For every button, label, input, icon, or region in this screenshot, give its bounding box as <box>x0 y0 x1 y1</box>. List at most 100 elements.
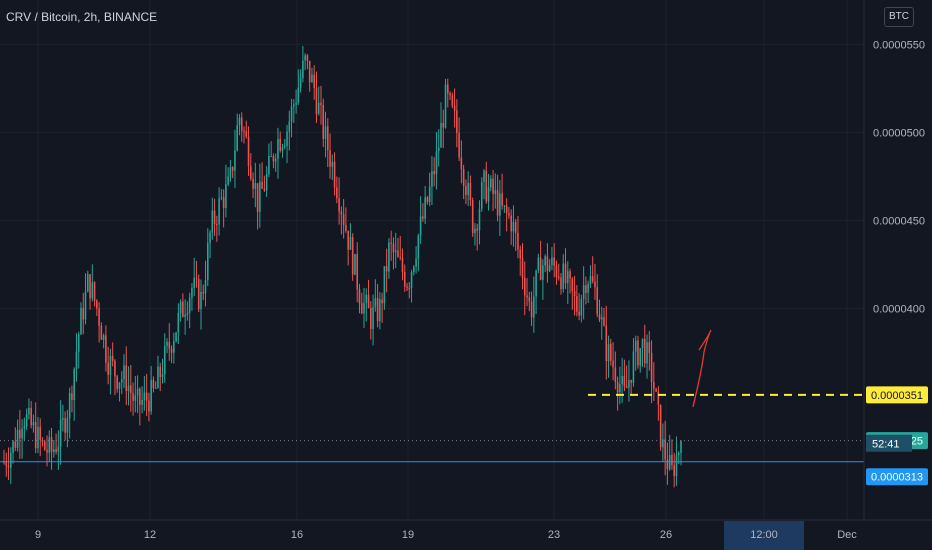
candle-body <box>308 60 311 83</box>
candle <box>496 174 499 222</box>
candle <box>383 266 386 310</box>
candle-body <box>222 197 225 208</box>
candle-body <box>388 242 390 272</box>
candle-body <box>383 266 386 304</box>
candle-body <box>467 182 469 196</box>
candle-body <box>442 123 445 128</box>
currency-button[interactable]: BTC <box>884 7 914 27</box>
candle-body <box>530 301 533 318</box>
candle <box>374 279 377 312</box>
candle-body <box>89 274 91 299</box>
candle-body <box>234 150 236 171</box>
candle-body <box>385 266 388 272</box>
candle <box>227 167 229 187</box>
hand-drawn-arrow <box>692 329 712 408</box>
candle-body <box>655 388 657 392</box>
candle-body <box>456 110 458 133</box>
candle-body <box>417 235 420 259</box>
candle-body <box>494 190 497 194</box>
candle <box>123 354 125 389</box>
candle <box>358 283 361 314</box>
candle <box>598 299 601 323</box>
candle <box>141 386 143 414</box>
candle <box>96 299 98 316</box>
candle <box>560 272 562 295</box>
candle-body <box>666 459 669 470</box>
candle-body <box>7 466 10 468</box>
candle-body <box>64 418 66 433</box>
candle <box>77 331 80 369</box>
candle <box>453 88 456 128</box>
candle-body <box>118 382 121 389</box>
candle <box>544 254 546 273</box>
candle-body <box>179 301 182 313</box>
candle <box>340 206 343 235</box>
candle-body <box>206 243 209 281</box>
candle <box>247 126 250 176</box>
candle <box>229 159 232 182</box>
candle-body <box>243 130 245 132</box>
time-cursor-highlight <box>724 521 804 550</box>
candle <box>308 60 311 92</box>
candle <box>385 248 388 293</box>
candle <box>5 452 8 477</box>
candle-body <box>607 343 610 362</box>
candle <box>456 99 458 148</box>
candle <box>272 153 275 169</box>
candle-body <box>252 178 254 189</box>
candle <box>336 176 338 204</box>
candle-body <box>225 184 227 208</box>
candle <box>426 195 429 205</box>
candle-body <box>91 282 94 299</box>
candle <box>562 254 565 293</box>
candle-body <box>374 298 377 307</box>
candle <box>490 175 492 192</box>
candle <box>143 375 146 411</box>
candle-body <box>41 440 44 442</box>
candle-body <box>510 215 512 232</box>
candle-body <box>145 392 148 401</box>
candle <box>163 333 166 383</box>
candle <box>261 162 263 190</box>
candle <box>82 292 85 335</box>
candle <box>643 324 646 368</box>
candle-body <box>483 170 485 182</box>
candle-body <box>580 299 583 316</box>
candle-body <box>474 228 476 234</box>
candle <box>478 200 481 245</box>
candle-body <box>191 287 193 298</box>
candle <box>600 306 603 340</box>
candle-body <box>539 257 542 280</box>
candle <box>62 404 64 432</box>
candle-body <box>338 198 340 212</box>
candle-body <box>603 317 605 326</box>
candle <box>288 110 291 151</box>
candle-body <box>130 385 132 394</box>
candle <box>136 375 139 413</box>
candle-body <box>639 348 642 366</box>
candle <box>80 302 82 335</box>
candle <box>100 322 103 340</box>
candle <box>206 228 209 286</box>
candle-body <box>227 176 229 185</box>
candle <box>363 287 365 329</box>
candle <box>535 269 537 315</box>
time-axis[interactable]: 9 12 16 19 23 26 12:00 Dec <box>0 519 932 550</box>
candle-body <box>75 351 78 370</box>
candle-body <box>96 300 98 309</box>
candle-body <box>152 379 155 389</box>
price-axis[interactable]: 0.0000550 0.0000500 0.0000450 0.0000400 <box>863 0 925 520</box>
candle <box>523 261 526 316</box>
candle <box>379 292 381 330</box>
candle <box>508 206 510 219</box>
candle-body <box>499 193 501 216</box>
candle-body <box>157 366 159 388</box>
candle-body <box>166 341 168 346</box>
candle-body <box>589 276 592 284</box>
candle <box>118 382 121 402</box>
candle <box>422 203 424 222</box>
time-tick-label: 16 <box>291 529 303 541</box>
candle <box>32 414 35 433</box>
candle <box>10 447 12 484</box>
